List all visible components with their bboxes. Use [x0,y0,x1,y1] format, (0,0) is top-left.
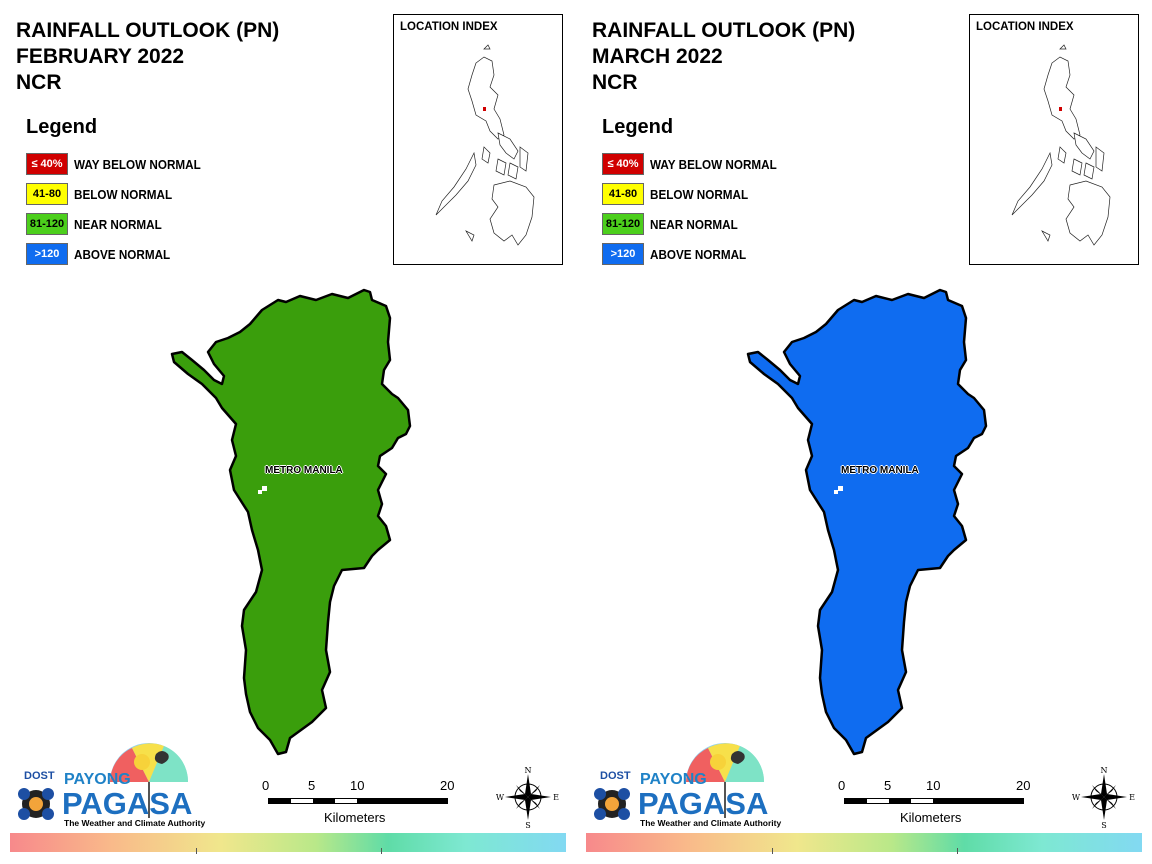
legend-label: NEAR NORMAL [650,216,738,232]
outlook-panel-march: RAINFALL OUTLOOK (PN) MARCH 2022 NCR Leg… [576,0,1152,864]
compass-e: E [553,793,559,802]
legend-swatch: 81-120 [26,213,68,235]
title-line-1: RAINFALL OUTLOOK (PN) [592,19,856,42]
outlook-panel-february: RAINFALL OUTLOOK (PN) FEBRUARY 2022 NCR … [10,14,566,854]
payong-text: PAYONG [640,771,707,788]
scale-unit-label: Kilometers [324,810,386,825]
metro-manila-label: METRO MANILA [841,465,919,476]
compass-e: E [1129,793,1135,802]
legend-label: BELOW NORMAL [650,186,749,202]
philippines-index-map [1011,44,1111,246]
compass-n: N [525,766,532,775]
payong-pagasa-logo: DOST PAYONG PAGASA The Weather and Clima… [14,740,206,832]
map-title: RAINFALL OUTLOOK (PN) MARCH 2022 NCR [592,18,855,96]
location-index-box: LOCATION INDEX [969,14,1139,265]
philippines-index-map [435,44,535,246]
gradient-tick [772,848,773,854]
legend-title: Legend [602,116,674,138]
compass-rose-icon: N S W E [496,766,559,830]
location-index-title: LOCATION INDEX [400,21,498,33]
legend-swatch: 41-80 [602,183,644,205]
legend-item-way-below: ≤ 40% WAY BELOW NORMAL [602,149,791,179]
ncr-region-fill [746,288,988,756]
scale-tick-label: 0 [262,778,270,793]
gradient-tick [957,848,958,854]
legend-item-above: >120 ABOVE NORMAL [602,239,791,269]
legend-item-way-below: ≤ 40% WAY BELOW NORMAL [26,149,215,179]
title-line-1: RAINFALL OUTLOOK (PN) [16,19,280,42]
legend-label: ABOVE NORMAL [74,246,171,262]
compass-rose-icon: N S W E [1072,766,1135,830]
compass-n: N [1101,766,1108,775]
legend-swatch: 81-120 [602,213,644,235]
legend-item-near: 81-120 NEAR NORMAL [26,209,215,239]
location-index-title: LOCATION INDEX [976,21,1074,33]
legend-label: WAY BELOW NORMAL [650,156,777,172]
map-dot [838,486,843,491]
title-line-3: NCR [592,71,638,94]
metro-manila-label: METRO MANILA [265,465,343,476]
scale-tick-label: 20 [1016,778,1031,793]
logo-tagline: The Weather and Climate Authority [64,818,206,828]
scale-tick-label: 0 [838,778,846,793]
legend-item-below: 41-80 BELOW NORMAL [26,179,215,209]
legend-item-above: >120 ABOVE NORMAL [26,239,215,269]
legend-item-below: 41-80 BELOW NORMAL [602,179,791,209]
scale-bar-graphic [844,798,1024,804]
scale-tick-label: 10 [926,778,941,793]
footer-gradient-bar [586,833,1142,852]
legend: Legend ≤ 40% WAY BELOW NORMAL 41-80 BELO… [26,116,215,269]
ncr-map [170,288,412,756]
ncr-marker [483,107,486,111]
map-dot [258,490,262,494]
legend-swatch: ≤ 40% [602,153,644,175]
dost-text: DOST [600,770,631,782]
legend-swatch: 41-80 [26,183,68,205]
location-index-box: LOCATION INDEX [393,14,563,265]
scale-unit-label: Kilometers [900,810,962,825]
compass-s: S [525,821,530,830]
scale-bar: 0 5 10 20 Kilometers [838,778,1038,828]
scale-bar-graphic [268,798,448,804]
compass-s: S [1101,821,1106,830]
legend-label: BELOW NORMAL [74,186,173,202]
legend-label: WAY BELOW NORMAL [74,156,201,172]
map-dot [262,486,267,491]
ncr-map [746,288,988,756]
gradient-tick [196,848,197,854]
ncr-marker [1059,107,1062,111]
scale-bar: 0 5 10 20 Kilometers [262,778,462,828]
title-line-2: FEBRUARY 2022 [16,45,185,68]
pagasa-text: PAGASA [62,786,193,821]
map-title: RAINFALL OUTLOOK (PN) FEBRUARY 2022 NCR [16,18,279,96]
compass-w: W [496,793,505,802]
scale-tick-label: 20 [440,778,455,793]
title-line-2: MARCH 2022 [592,45,723,68]
legend-item-near: 81-120 NEAR NORMAL [602,209,791,239]
footer-gradient-bar [10,833,566,852]
umbrella-icon [594,743,765,820]
map-dot [834,490,838,494]
title-line-3: NCR [16,71,62,94]
legend-swatch: >120 [26,243,68,265]
scale-tick-label: 5 [308,778,316,793]
scale-tick-label: 10 [350,778,365,793]
legend-title: Legend [26,116,98,138]
legend-swatch: ≤ 40% [26,153,68,175]
payong-pagasa-logo: DOST PAYONG PAGASA The Weather and Clima… [590,740,782,832]
legend-swatch: >120 [602,243,644,265]
logo-tagline: The Weather and Climate Authority [640,818,782,828]
legend: Legend ≤ 40% WAY BELOW NORMAL 41-80 BELO… [602,116,791,269]
pagasa-text: PAGASA [638,786,769,821]
legend-label: ABOVE NORMAL [650,246,747,262]
dost-text: DOST [24,770,55,782]
compass-w: W [1072,793,1081,802]
payong-text: PAYONG [64,771,131,788]
legend-label: NEAR NORMAL [74,216,162,232]
scale-tick-label: 5 [884,778,892,793]
umbrella-icon [18,743,189,820]
gradient-tick [381,848,382,854]
ncr-region-fill [170,288,412,756]
